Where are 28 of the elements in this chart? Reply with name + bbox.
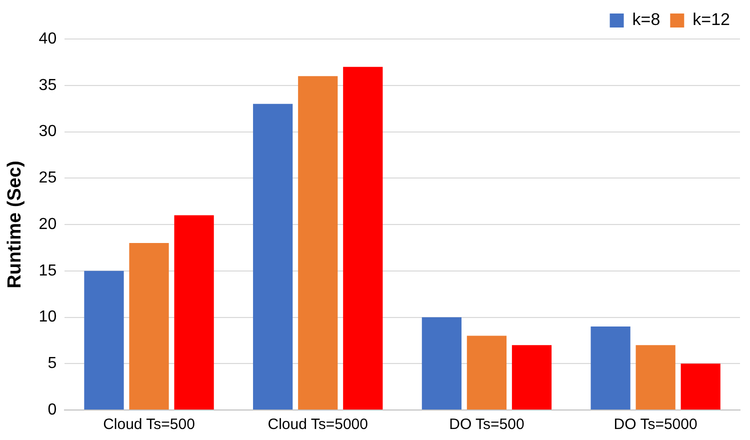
y-tick-label: 10 <box>38 308 57 326</box>
y-tick-label: 30 <box>38 123 57 140</box>
bar <box>680 364 720 410</box>
y-tick-label: 5 <box>48 355 57 372</box>
bar <box>253 104 293 410</box>
bar <box>129 243 169 410</box>
bar <box>84 270 124 410</box>
y-tick-label: 25 <box>38 170 57 187</box>
legend-label: k=8 <box>632 10 660 30</box>
bar <box>512 345 552 410</box>
y-axis-title: Runtime (Sec) <box>4 160 26 288</box>
y-tick-label: 0 <box>48 401 57 418</box>
bar <box>343 66 383 410</box>
y-tick-label: 15 <box>38 262 57 280</box>
bar <box>636 345 676 410</box>
legend-label: k=12 <box>692 10 730 30</box>
bar <box>466 336 507 410</box>
y-tick-label: 20 <box>38 216 57 233</box>
x-tick-label: Cloud Ts=5000 <box>268 416 368 434</box>
x-tick-label: Cloud Ts=500 <box>103 416 195 434</box>
x-tick-label: DO Ts=500 <box>449 416 524 434</box>
bar <box>174 215 214 410</box>
x-tick-label: DO Ts=5000 <box>614 416 698 434</box>
bar <box>590 326 630 410</box>
bar <box>422 317 462 410</box>
y-tick-label: 35 <box>38 76 57 94</box>
y-tick-label: 40 <box>38 30 57 48</box>
bar <box>298 76 338 410</box>
